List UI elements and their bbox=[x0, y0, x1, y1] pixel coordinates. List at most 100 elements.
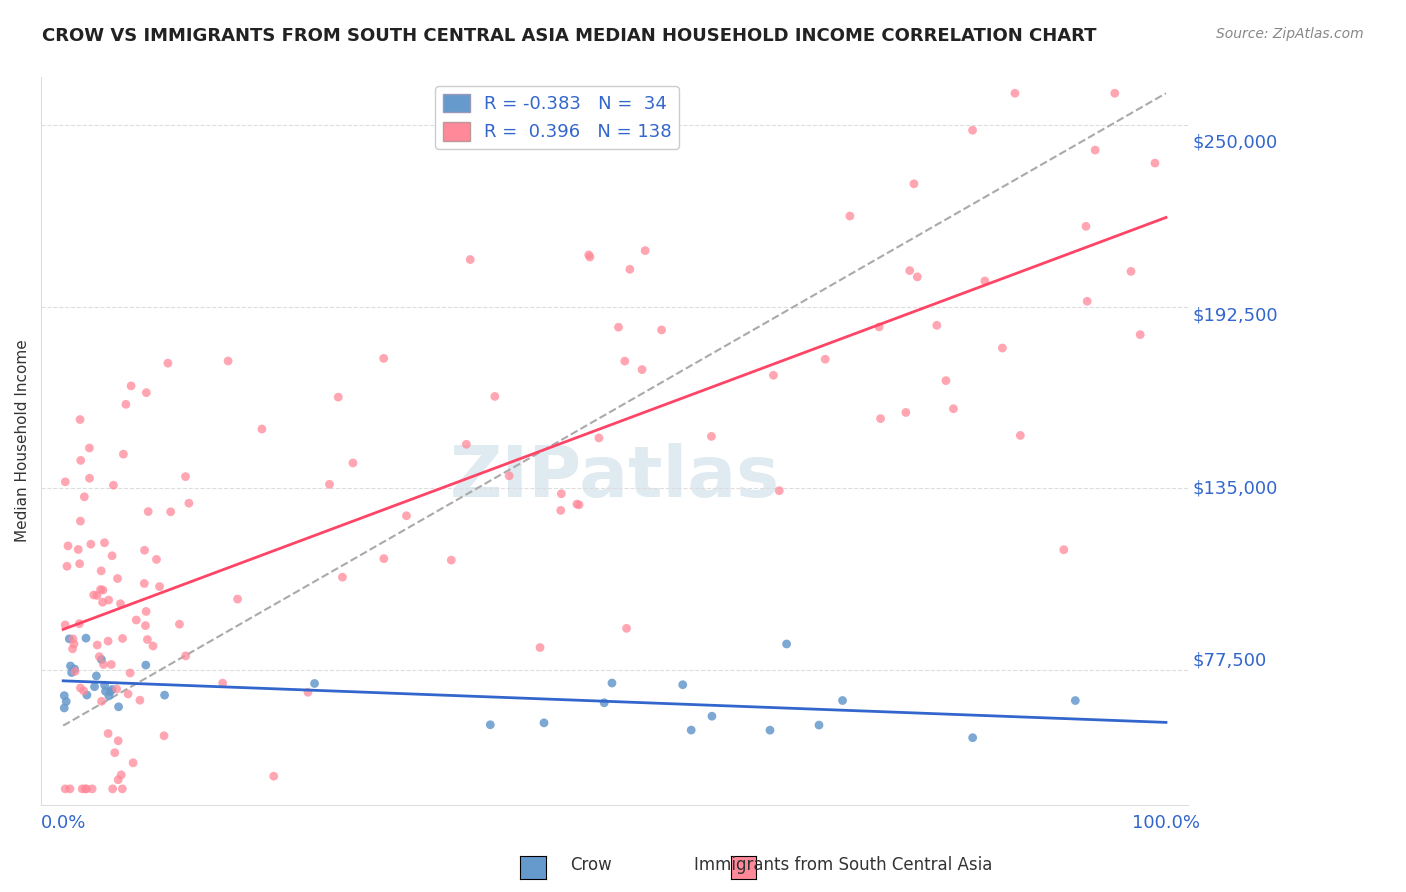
Point bbox=[69, 681, 91, 695]
Point bbox=[79, 441, 101, 455]
Point bbox=[67, 616, 90, 631]
Point bbox=[63, 662, 86, 676]
Point bbox=[69, 412, 91, 426]
Legend: R = -0.383   N =  34, R =  0.396   N = 138: R = -0.383 N = 34, R = 0.396 N = 138 bbox=[436, 87, 679, 149]
Point bbox=[53, 618, 76, 632]
Point bbox=[807, 718, 830, 732]
Text: Crow: Crow bbox=[569, 856, 612, 874]
Point bbox=[75, 781, 97, 796]
Point bbox=[55, 694, 77, 708]
Point bbox=[60, 665, 83, 680]
Point bbox=[898, 263, 921, 277]
Point bbox=[631, 362, 654, 376]
Point bbox=[101, 781, 124, 796]
Point bbox=[86, 669, 108, 683]
Point bbox=[156, 356, 179, 370]
Point bbox=[136, 632, 159, 647]
Point bbox=[69, 514, 91, 528]
Point bbox=[1129, 327, 1152, 342]
Point bbox=[607, 320, 630, 334]
Point bbox=[53, 781, 76, 796]
Point bbox=[134, 576, 156, 591]
Point bbox=[159, 505, 181, 519]
Point bbox=[63, 637, 86, 651]
Point bbox=[58, 632, 80, 646]
Point bbox=[304, 676, 326, 690]
Point bbox=[103, 478, 125, 492]
Point bbox=[263, 769, 285, 783]
Point bbox=[651, 323, 673, 337]
Point bbox=[135, 385, 157, 400]
Point bbox=[93, 657, 115, 672]
Point bbox=[962, 731, 984, 745]
Point bbox=[762, 368, 785, 383]
Point bbox=[395, 508, 418, 523]
Point bbox=[814, 352, 837, 367]
Point bbox=[91, 583, 114, 598]
Point bbox=[373, 551, 395, 566]
Point bbox=[148, 580, 170, 594]
Point bbox=[759, 723, 782, 738]
Point bbox=[134, 618, 156, 632]
Point bbox=[903, 177, 925, 191]
Point bbox=[894, 405, 917, 419]
Point bbox=[107, 572, 129, 586]
Point bbox=[94, 684, 117, 698]
Point bbox=[600, 676, 623, 690]
Point bbox=[104, 746, 127, 760]
Point bbox=[100, 657, 122, 672]
Point bbox=[83, 588, 105, 602]
Point bbox=[550, 487, 572, 501]
Point bbox=[550, 503, 572, 517]
Point bbox=[332, 570, 354, 584]
Point bbox=[125, 613, 148, 627]
Point bbox=[90, 582, 112, 597]
Point bbox=[1084, 143, 1107, 157]
Point bbox=[110, 768, 132, 782]
Point bbox=[153, 729, 176, 743]
Point bbox=[107, 699, 129, 714]
Point bbox=[1053, 542, 1076, 557]
Point bbox=[135, 658, 157, 673]
Point bbox=[112, 447, 135, 461]
Point bbox=[217, 354, 239, 368]
Point bbox=[110, 597, 132, 611]
Text: ZIPatlas: ZIPatlas bbox=[450, 443, 780, 512]
Point bbox=[250, 422, 273, 436]
Point bbox=[120, 379, 142, 393]
Point bbox=[128, 693, 150, 707]
Point bbox=[484, 389, 506, 403]
Point bbox=[1074, 219, 1097, 234]
Point bbox=[1004, 87, 1026, 101]
Point bbox=[169, 617, 191, 632]
Point bbox=[456, 437, 478, 451]
Point bbox=[83, 680, 105, 694]
Point bbox=[328, 390, 350, 404]
Point bbox=[226, 592, 249, 607]
Text: Source: ZipAtlas.com: Source: ZipAtlas.com bbox=[1216, 27, 1364, 41]
Point bbox=[107, 772, 129, 787]
Point bbox=[145, 552, 167, 566]
Point bbox=[211, 676, 233, 690]
Point bbox=[56, 559, 79, 574]
Point bbox=[53, 475, 76, 489]
Point bbox=[613, 354, 636, 368]
Point bbox=[925, 318, 948, 333]
Point bbox=[342, 456, 364, 470]
Point bbox=[838, 209, 860, 223]
Point bbox=[681, 723, 703, 737]
Point bbox=[868, 320, 890, 334]
Point bbox=[90, 694, 112, 708]
Point bbox=[69, 453, 91, 467]
Point bbox=[935, 374, 957, 388]
Point bbox=[775, 637, 797, 651]
Point bbox=[578, 248, 600, 262]
Point bbox=[973, 274, 995, 288]
Point bbox=[93, 535, 115, 549]
Point bbox=[700, 429, 723, 443]
Point bbox=[111, 632, 134, 646]
Point bbox=[97, 726, 120, 740]
Point bbox=[136, 504, 159, 518]
Point bbox=[142, 639, 165, 653]
Point bbox=[768, 483, 790, 498]
